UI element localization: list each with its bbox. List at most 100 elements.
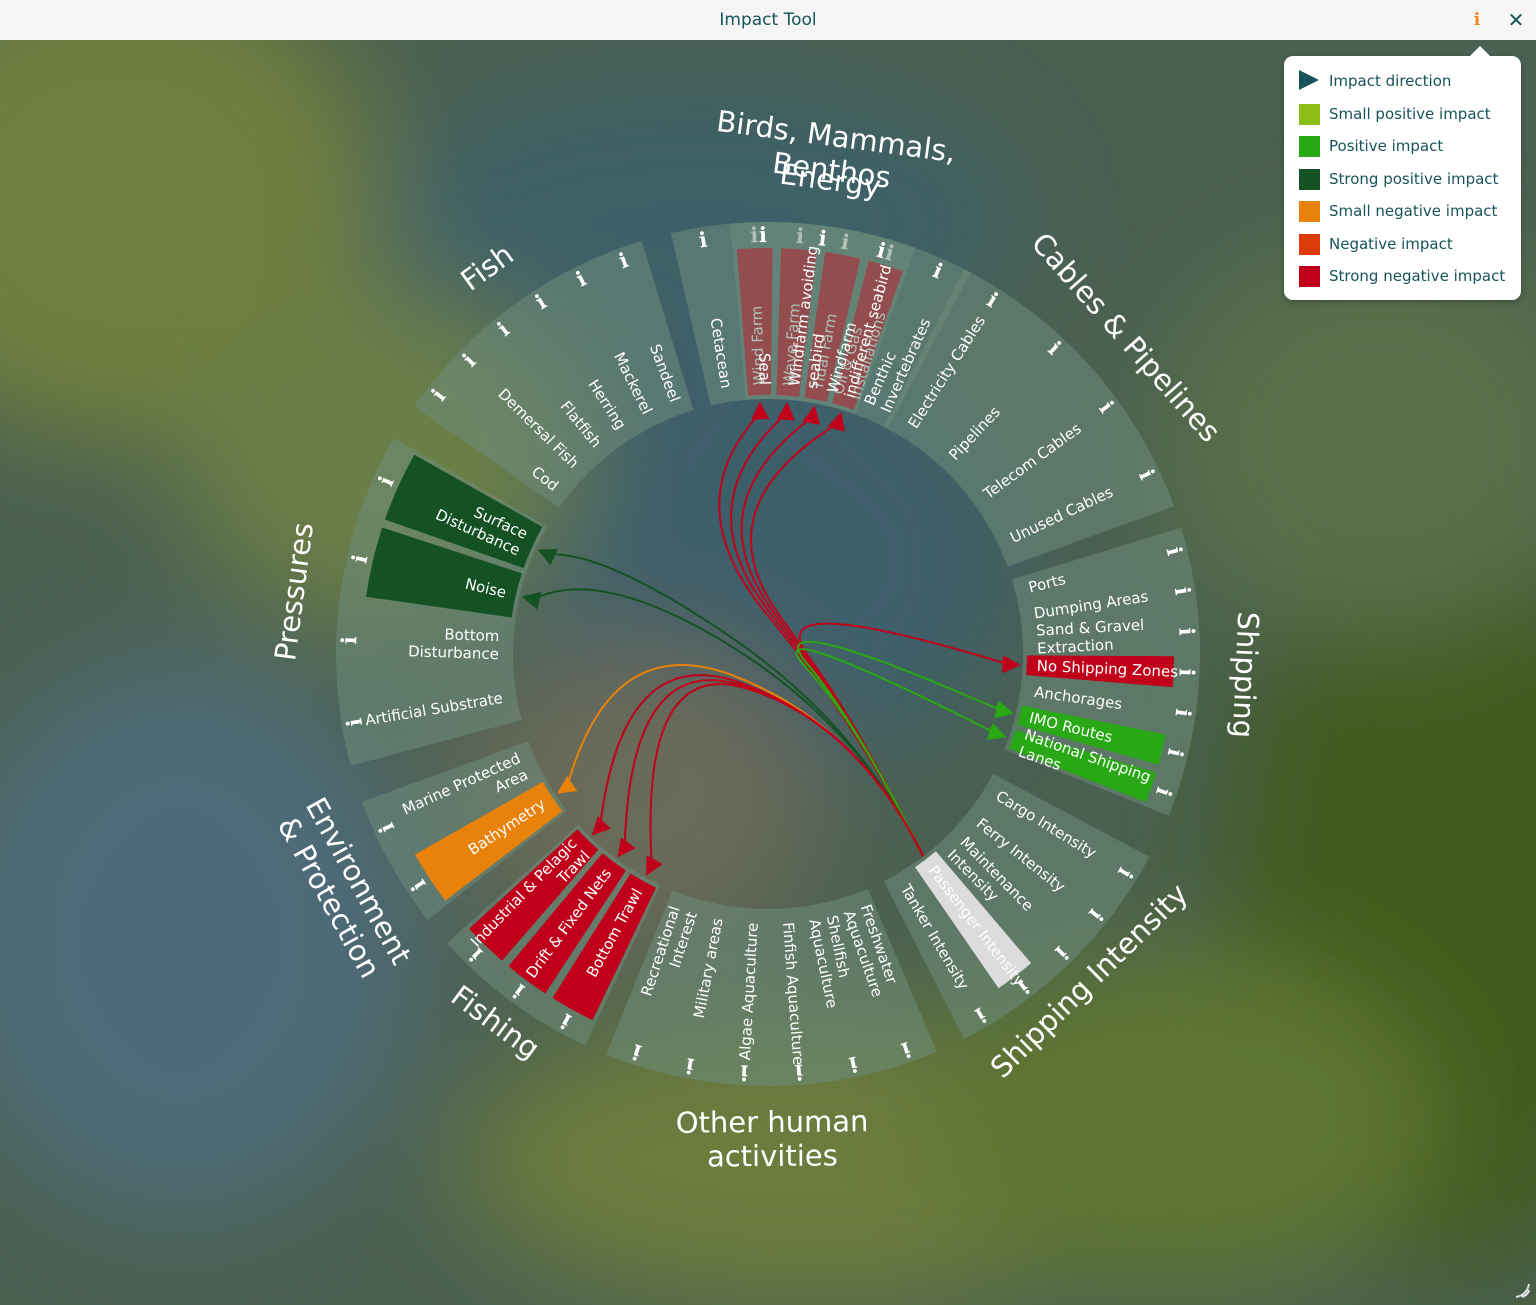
item-label-line: Bottom [444,625,500,645]
item-bottom-disturbance[interactable]: BottomDisturbance i [336,624,500,663]
sector-background [883,269,1174,567]
impact-link-wave-farm [730,412,925,857]
impact-arrowhead-icon [591,816,611,836]
impact-arrowhead-icon [994,700,1014,719]
group-label-line: Fish [454,237,519,297]
item-highlight [414,781,563,901]
legend-label: Small positive impact [1329,105,1491,123]
info-icon[interactable]: i [341,716,367,728]
sector-background [414,240,694,508]
legend-item-negative: Negative impact [1298,232,1518,256]
item-highlight [508,853,626,994]
item-highlight [1017,705,1166,765]
legend-label: Impact direction [1329,72,1452,90]
info-icon[interactable]: i [697,227,709,253]
info-icon[interactable]: i [740,1060,749,1085]
impact-arrowhead-icon [537,548,558,566]
impact-direction-arrow-icon [1299,70,1319,90]
item-seal[interactable]: Seal i [755,222,773,385]
title-bar: Impact Tool i ✕ [0,0,1536,41]
window-title: Impact Tool [719,10,817,30]
impact-arrowhead-icon [557,776,578,794]
sector-background [883,773,1150,1039]
impact-arrowhead-icon [521,591,542,610]
impact-arrowhead-icon [986,722,1007,740]
impact-arrowhead-icon [617,837,636,858]
legend-label: Strong positive impact [1329,170,1499,188]
group-label-line: activities [707,1138,838,1173]
item-highlight [1009,729,1157,803]
color-swatch [1299,234,1320,255]
group-label-shipping: Shipping [1226,611,1265,739]
item-highlight [384,454,543,569]
info-icon[interactable]: i [336,636,361,645]
group-label-other: Other human activities [676,1104,869,1174]
legend-item-small-positive: Small positive impact [1298,102,1518,126]
group-label-line: Shipping [1226,611,1265,739]
legend-item-impact-direction: Impact direction [1298,69,1518,93]
group-label-pressures: Pressures [268,521,320,663]
group-label-line: Pressures [268,521,320,663]
impact-arrowhead-icon [802,405,821,425]
legend-label: Positive impact [1329,137,1444,155]
close-icon[interactable]: ✕ [1507,8,1525,32]
info-icon[interactable]: i [817,225,828,251]
sector-pressures: Artificial SubstrateiBottomDisturbanceiN… [335,438,548,766]
legend-item-small-negative: Small negative impact [1298,199,1518,223]
legend-item-strong-positive: Strong positive impact [1298,167,1518,191]
info-icon[interactable]: i [794,1060,804,1086]
info-icon[interactable]: i [1174,627,1199,636]
item-label-line: Disturbance [408,642,499,663]
sector-background [670,222,971,429]
color-swatch [1299,201,1320,222]
item-label-line: Extraction [1037,635,1114,657]
legend-item-positive: Positive impact [1298,134,1518,158]
impact-arrowhead-icon [827,411,845,432]
item-highlight [469,829,599,961]
info-icon[interactable]: i [1473,10,1481,30]
info-icon[interactable]: i [1174,668,1199,677]
legend-label: Negative impact [1329,235,1453,253]
item-label-line: Seal [755,353,773,385]
legend-panel: Impact direction Small positive impact P… [1284,46,1521,300]
impact-arrowhead-icon [751,401,770,420]
resize-grip-icon[interactable] [1512,1280,1532,1300]
impact-link-bottom-trawl [649,683,925,866]
color-swatch [1299,136,1320,157]
color-swatch [1299,104,1320,125]
impact-link-national-shipping-lanes [795,648,997,857]
impact-link-oil-gas-installations [750,422,925,857]
sector-other: FreshwaterAquacultureiShellfishAquacultu… [606,888,937,1086]
legend-item-strong-negative: Strong negative impact [1298,264,1518,288]
item-highlight [915,851,1032,989]
impact-arrowhead-icon [776,401,795,421]
info-icon[interactable]: i [1170,707,1196,718]
impact-arrowhead-icon [645,855,663,876]
item-label-line: Sand & Gravel [1036,616,1145,640]
impact-wheel: Wind FarmiWave FarmiTidal FarmiOil & Gas… [268,104,1265,1174]
item-highlight [552,873,657,1021]
legend-label: Strong negative impact [1329,267,1506,285]
sector-background [606,888,937,1086]
item-highlight [1026,655,1174,688]
item-label: Seal [755,353,773,385]
group-label-fish: Fish [454,237,519,297]
info-icon[interactable]: i [759,222,767,247]
impact-arrowhead-icon [1002,655,1021,674]
item-label: Sand & GravelExtraction [1036,616,1146,658]
legend-label: Small negative impact [1329,202,1498,220]
color-swatch [1299,266,1320,287]
item-sand-gravel-extraction[interactable]: Sand & GravelExtraction i [1036,616,1200,658]
item-highlight [366,527,522,618]
group-label-line: Other human [676,1104,869,1140]
info-icon[interactable]: i [1170,585,1196,597]
impact-link-wind-farm [718,412,925,857]
